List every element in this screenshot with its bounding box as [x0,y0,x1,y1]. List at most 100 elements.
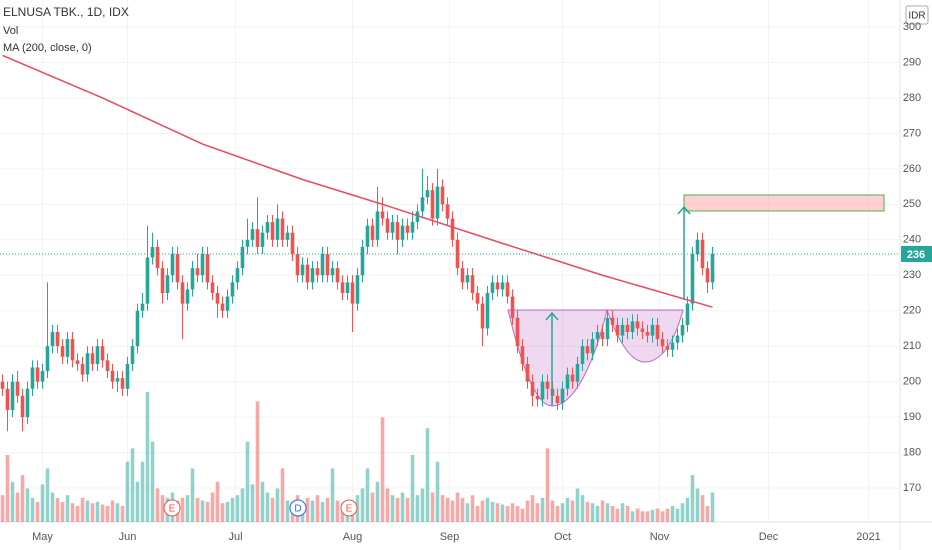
candle-body [380,211,385,219]
candle-body [420,197,425,212]
volume-bar [625,505,630,522]
candle-body [295,253,300,276]
candle-body [310,268,315,283]
volume-bar [685,497,690,522]
candle-body [480,303,485,329]
event-marker[interactable] [163,499,181,517]
volume-bar [275,488,280,522]
volume-bar [100,504,105,522]
candle-body [505,282,510,297]
y-tick-label: 170 [903,482,921,494]
candle-body [280,218,285,240]
candle-body [10,381,15,411]
volume-bar [700,495,705,522]
volume-bar [330,468,335,522]
candle-body [15,381,20,396]
event-marker[interactable] [289,499,307,517]
volume-bar [195,497,200,522]
volume-bar [385,488,390,522]
candle-body [465,275,470,283]
candle-body [35,367,40,382]
candle-body [120,378,125,389]
candle-body [370,225,375,240]
candle-body [80,363,85,375]
y-tick-label: 300 [903,21,921,33]
volume-bar [690,475,695,522]
volume-bar [450,500,455,522]
volume-bar [400,492,405,522]
volume-bar [550,500,555,522]
candle-body [330,268,335,276]
event-marker[interactable] [340,499,358,517]
candle-body [220,303,225,311]
candle-body [105,360,110,372]
candle-body [5,388,10,411]
candle-body [265,222,270,233]
volume-bar [645,511,650,522]
candle-body [315,268,320,276]
candle-body [660,339,665,347]
volume-bar [90,503,95,522]
volume-bar [220,503,225,522]
candle-body [150,246,155,258]
candle-body [555,395,560,403]
y-tick-label: 180 [903,446,921,458]
volume-bar [575,488,580,522]
volume-bar [580,495,585,522]
candle-body [205,253,210,283]
currency-box[interactable] [905,5,929,25]
volume-bar [680,503,685,522]
volume-bar [265,492,270,522]
x-tick-label: Sep [440,531,460,543]
candle-body [325,253,330,276]
volume-bar [595,505,600,522]
ma-legend: MA (200, close, 0) [3,42,92,54]
candle-body [40,371,45,382]
candle-body [595,332,600,340]
candle-body [520,346,525,364]
x-tick-label: Oct [554,531,571,543]
candle-body [180,282,185,304]
volume-bar [355,495,360,522]
candle-body [475,292,480,304]
volume-bar [80,497,85,522]
candle-body [225,296,230,311]
volume-bar [20,475,25,522]
candle-body [115,378,120,382]
candle-body [500,282,505,290]
price-label: 236 [907,249,925,261]
candle-body [290,232,295,254]
candle-body [565,374,570,389]
volume-bar [655,508,660,522]
volume-bar [120,505,125,522]
candle-body [430,190,435,219]
candle-body [240,246,245,269]
volume-bar [380,417,385,522]
event-label: E [346,504,353,515]
candle-body [530,381,535,396]
volume-bar [140,461,145,522]
volume-bar [465,503,470,522]
volume-bar [670,505,675,522]
candle-body [440,186,445,205]
event-label: D [294,504,301,515]
volume-bar [545,448,550,522]
y-tick-label: 270 [903,127,921,139]
volume-bar [225,501,230,522]
candle-body [175,253,180,283]
candle-body [470,275,475,293]
volume-bar [710,492,715,522]
candle-body [635,321,640,329]
volume-bar [435,461,440,522]
y-tick-label: 280 [903,92,921,104]
volume-bar [0,495,5,522]
volume-bar [510,503,515,522]
candle-body [50,332,55,347]
volume-bar [180,497,185,522]
x-tick-label: Aug [343,531,363,543]
candle-body [535,395,540,400]
volume-bar [410,454,415,522]
volume-bar [310,500,315,522]
candle-body [215,292,220,304]
candle-body [250,229,255,240]
